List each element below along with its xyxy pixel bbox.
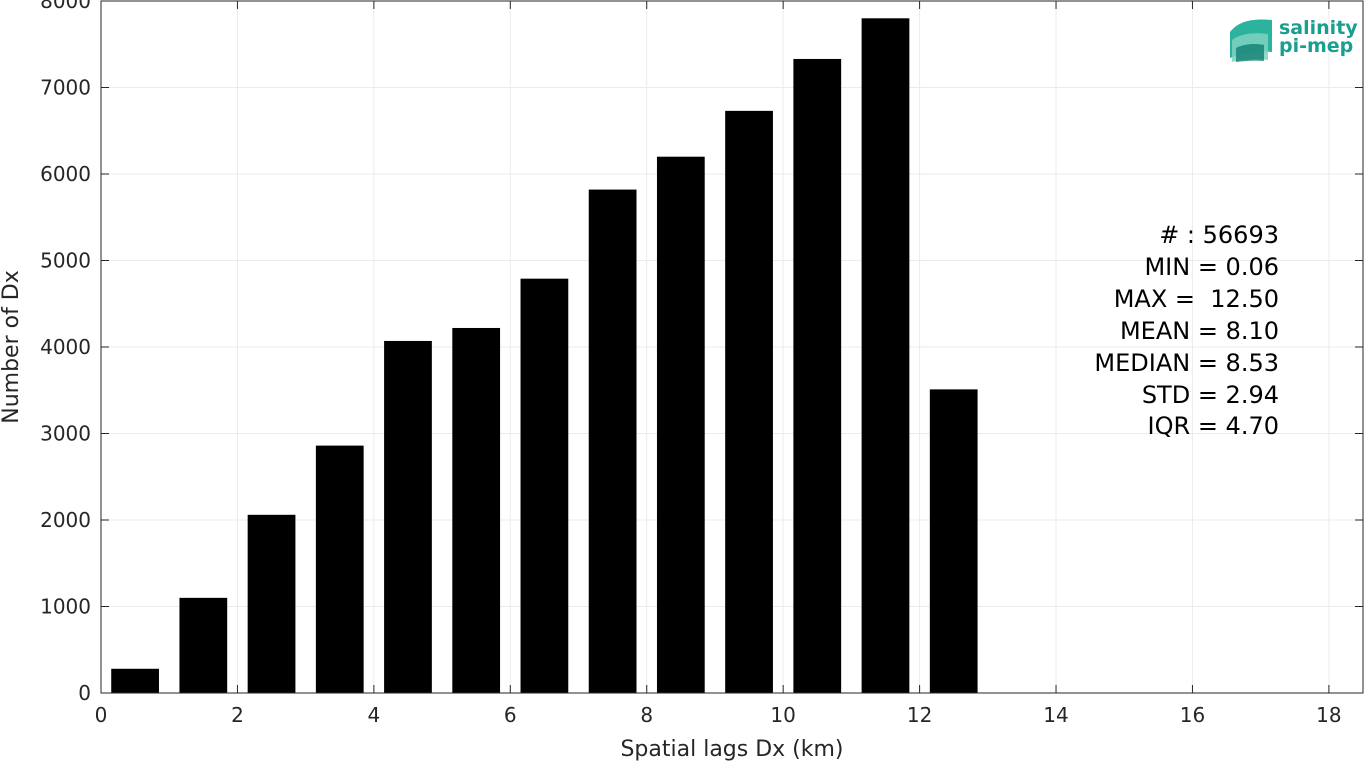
histogram-bar (656, 156, 705, 693)
histogram-bar (111, 668, 159, 693)
y-tick-label: 4000 (40, 335, 91, 359)
x-tick-label: 16 (1180, 703, 1205, 727)
histogram-bar (315, 445, 364, 693)
x-tick-label: 8 (640, 703, 653, 727)
y-tick-label: 1000 (40, 595, 91, 619)
stats-count: # : 56693 (1159, 221, 1279, 249)
x-tick-label: 18 (1316, 703, 1341, 727)
histogram-bar (861, 18, 910, 694)
logo-text-pimep: pi-mep (1279, 35, 1353, 57)
histogram-bar (179, 597, 228, 693)
x-tick-label: 14 (1043, 703, 1068, 727)
x-tick-label: 10 (770, 703, 795, 727)
y-tick-label: 5000 (40, 249, 91, 273)
bars (111, 18, 978, 694)
y-axis-title: Number of Dx (0, 270, 24, 424)
histogram-bar (588, 189, 637, 693)
histogram-bar (247, 514, 296, 693)
stats-iqr: IQR = 4.70 (1148, 412, 1279, 440)
stats-min: MIN = 0.06 (1144, 253, 1279, 281)
x-axis-ticks: 0 2 4 6 8 10 12 14 16 18 (95, 1, 1342, 727)
x-tick-label: 2 (231, 703, 244, 727)
x-tick-label: 4 (367, 703, 380, 727)
stats-median: MEDIAN = 8.53 (1094, 349, 1279, 377)
histogram-bar (793, 58, 842, 693)
y-tick-label: 0 (78, 681, 91, 705)
stats-mean: MEAN = 8.10 (1120, 317, 1279, 345)
statistics-box: # : 56693 MIN = 0.06 MAX = 12.50 MEAN = … (1094, 221, 1279, 440)
stats-max: MAX = 12.50 (1114, 285, 1279, 313)
y-tick-label: 6000 (40, 162, 91, 186)
histogram-bar (929, 389, 978, 693)
stats-std: STD = 2.94 (1142, 381, 1279, 409)
histogram-bar (452, 327, 501, 693)
x-axis-title: Spatial lags Dx (km) (620, 737, 843, 762)
x-tick-label: 0 (95, 703, 108, 727)
histogram-bar (725, 110, 773, 694)
logo-text-salinity: salinity (1279, 17, 1358, 39)
y-tick-label: 8000 (40, 0, 91, 13)
x-tick-label: 12 (907, 703, 932, 727)
y-tick-label: 7000 (40, 76, 91, 100)
histogram-bar (384, 340, 432, 693)
wave-logo-icon (1230, 19, 1272, 62)
salinity-pi-mep-logo: salinity pi-mep (1230, 17, 1358, 62)
histogram-bar (520, 278, 569, 693)
y-axis-ticks: 0 1000 2000 3000 4000 5000 6000 7000 8000 (40, 0, 1363, 705)
x-tick-label: 6 (504, 703, 517, 727)
y-tick-label: 3000 (40, 422, 91, 446)
y-tick-label: 2000 (40, 508, 91, 532)
